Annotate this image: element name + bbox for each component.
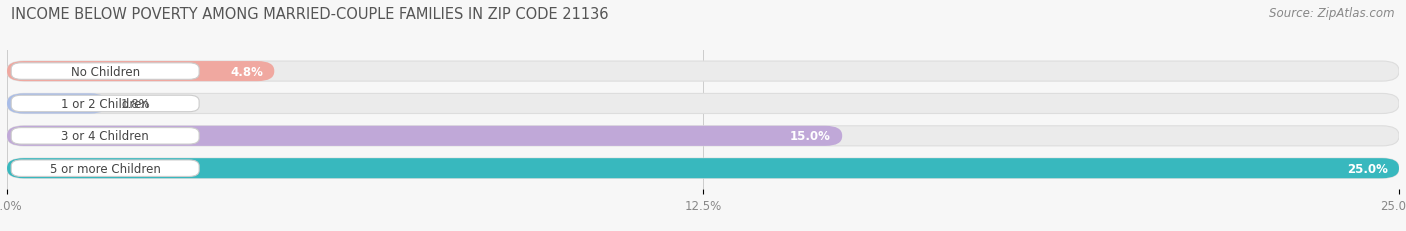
Text: 1 or 2 Children: 1 or 2 Children: [62, 97, 149, 110]
Text: 25.0%: 25.0%: [1347, 162, 1388, 175]
FancyBboxPatch shape: [11, 160, 200, 177]
FancyBboxPatch shape: [7, 94, 107, 114]
Text: No Children: No Children: [70, 65, 139, 78]
FancyBboxPatch shape: [7, 158, 1399, 179]
Text: 5 or more Children: 5 or more Children: [49, 162, 160, 175]
FancyBboxPatch shape: [7, 158, 1399, 179]
Text: 1.8%: 1.8%: [121, 97, 150, 110]
FancyBboxPatch shape: [7, 94, 1399, 114]
FancyBboxPatch shape: [11, 128, 200, 144]
FancyBboxPatch shape: [11, 96, 200, 112]
FancyBboxPatch shape: [7, 126, 1399, 146]
Text: Source: ZipAtlas.com: Source: ZipAtlas.com: [1270, 7, 1395, 20]
Text: 15.0%: 15.0%: [790, 130, 831, 143]
FancyBboxPatch shape: [11, 64, 200, 80]
Text: INCOME BELOW POVERTY AMONG MARRIED-COUPLE FAMILIES IN ZIP CODE 21136: INCOME BELOW POVERTY AMONG MARRIED-COUPL…: [11, 7, 609, 22]
FancyBboxPatch shape: [7, 62, 1399, 82]
FancyBboxPatch shape: [7, 62, 274, 82]
FancyBboxPatch shape: [7, 126, 842, 146]
Text: 3 or 4 Children: 3 or 4 Children: [62, 130, 149, 143]
Text: 4.8%: 4.8%: [231, 65, 263, 78]
